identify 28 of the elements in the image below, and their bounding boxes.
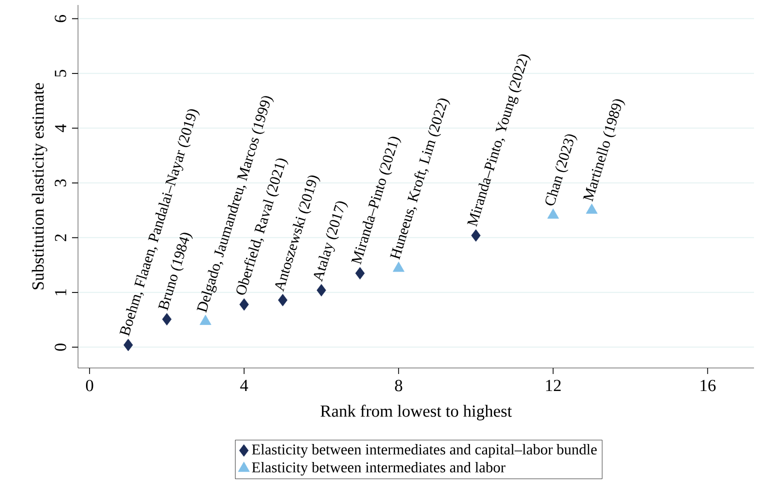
- point: [355, 267, 365, 280]
- x-axis-title: Rank from lowest to highest: [320, 404, 512, 420]
- point: [392, 262, 404, 272]
- point: [471, 229, 481, 242]
- y-tick-label: 1: [54, 289, 66, 296]
- point: [124, 338, 133, 352]
- y-tick-label: 3: [54, 179, 66, 186]
- y-tick-label: 0: [54, 344, 66, 351]
- x-tick-label: 4: [240, 380, 248, 391]
- annotation: Atalay (2017): [314, 201, 348, 282]
- x-tick-label: 0: [86, 380, 94, 392]
- legend-label: Elasticity between intermediates and labor: [252, 462, 506, 476]
- x-tick-label: 12: [546, 380, 561, 392]
- x-tick-label: 8: [395, 380, 402, 392]
- point: [586, 204, 598, 214]
- point: [278, 294, 288, 306]
- annotation: Chan (2023): [546, 134, 578, 206]
- point: [239, 298, 249, 311]
- point: [547, 208, 559, 219]
- point: [316, 284, 326, 296]
- legend-label: Elasticity between intermediates and capital–labor bundle: [252, 444, 597, 458]
- y-tick-label: 4: [55, 124, 66, 132]
- y-tick-label: 5: [54, 70, 66, 77]
- y-axis-title: Substitution elasticity estimate: [32, 83, 48, 290]
- y-tick-label: 2: [54, 234, 66, 242]
- point: [162, 313, 172, 326]
- y-tick-label: 6: [54, 14, 66, 22]
- x-tick-label: 16: [700, 380, 716, 392]
